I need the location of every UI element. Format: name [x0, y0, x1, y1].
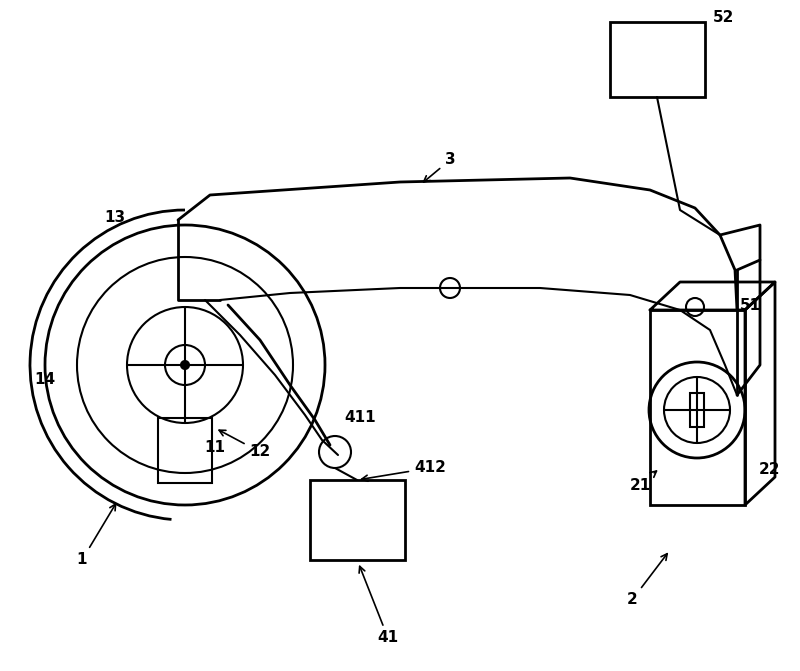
Bar [610, 22, 705, 97]
Text: 412: 412 [362, 460, 446, 481]
Text: 51: 51 [739, 297, 761, 313]
Bar [158, 418, 212, 483]
Circle shape [181, 361, 189, 369]
Bar [650, 310, 745, 505]
Text: 41: 41 [359, 566, 398, 646]
Text: 22: 22 [759, 462, 781, 478]
Text: 13: 13 [105, 211, 126, 225]
Bar [310, 480, 405, 560]
Text: 14: 14 [34, 372, 55, 387]
Text: 12: 12 [219, 430, 270, 460]
Text: 411: 411 [344, 411, 376, 425]
Text: 3: 3 [423, 152, 455, 182]
Text: 52: 52 [714, 11, 734, 25]
Text: 21: 21 [630, 471, 657, 493]
Text: 2: 2 [626, 554, 667, 607]
Text: 11: 11 [205, 440, 226, 456]
Text: 1: 1 [77, 504, 116, 568]
Bar [690, 393, 704, 427]
